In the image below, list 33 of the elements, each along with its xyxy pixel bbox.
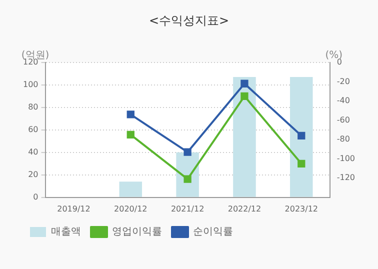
- y-tick-label: 40: [28, 147, 38, 156]
- y2-tick-label: -60: [336, 115, 350, 124]
- y2-tick-label: -40: [336, 96, 350, 106]
- x-tick-label: 2020/12: [114, 204, 148, 214]
- point: [298, 160, 306, 168]
- y-tick-label: 60: [28, 124, 38, 134]
- y-tick-label: 20: [28, 170, 38, 179]
- y2-tick-label: -120: [336, 173, 355, 182]
- legend-label: 매출액: [51, 226, 81, 238]
- point: [126, 110, 134, 118]
- point: [240, 80, 248, 88]
- point: [184, 148, 192, 156]
- bar: [119, 182, 142, 197]
- y2-tick-label: -80: [336, 134, 350, 144]
- y-tick-label: 80: [28, 102, 38, 112]
- y2-tick-label: -20: [336, 76, 350, 86]
- chart-title: <수익성지표>: [148, 13, 230, 28]
- bar: [233, 77, 256, 197]
- y2-tick-label: -100: [336, 154, 355, 163]
- x-tick-label: 2022/12: [228, 204, 262, 214]
- x-tick-label: 2023/12: [284, 204, 318, 214]
- x-tick-label: 2021/12: [170, 204, 204, 214]
- bar: [290, 77, 313, 197]
- point: [298, 132, 306, 140]
- y-tick-label: 0: [33, 192, 38, 202]
- y-axis-title: (억원): [21, 50, 50, 61]
- x-tick-label: 2019/12: [57, 204, 90, 214]
- y-tick-label: 100: [22, 80, 38, 89]
- legend-label: 순이익률: [193, 226, 233, 238]
- point: [126, 130, 134, 139]
- point: [184, 175, 192, 183]
- point: [240, 92, 248, 100]
- legend-label: 영업이익률: [112, 226, 162, 238]
